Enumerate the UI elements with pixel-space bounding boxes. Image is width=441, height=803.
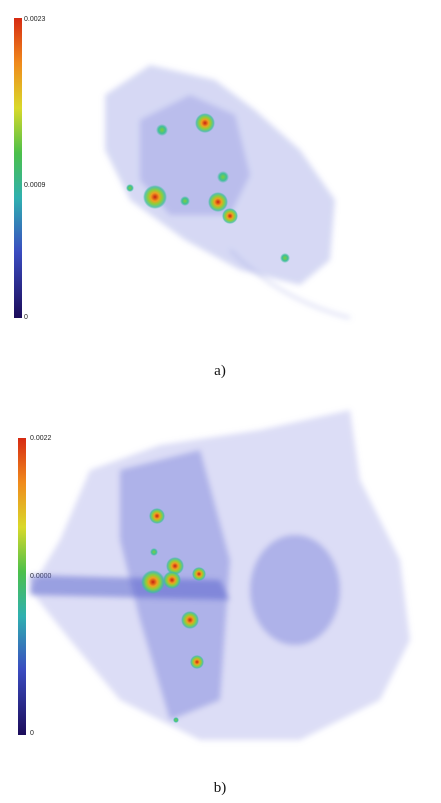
caption: b) [214,780,227,796]
volume-render [105,65,350,318]
colorbar-tick-label: 0.0009 [24,182,46,189]
colorbar-tick-label: 0 [30,730,34,737]
colorbar-tick-label: 0.0023 [24,16,46,23]
colorbar [18,438,26,735]
caption: a) [214,363,226,379]
figure: 0.0023 0.0009 0 a) 0.0022 0.0000 0 [0,0,441,803]
colorbar-tick-label: 0 [24,314,28,321]
colorbar [14,18,22,318]
panel-b: 0.0022 0.0000 0 b) [18,410,410,796]
panel-a: 0.0023 0.0009 0 a) [14,16,350,379]
colorbar-tick-label: 0.0022 [30,435,52,442]
volume-render [30,410,410,740]
